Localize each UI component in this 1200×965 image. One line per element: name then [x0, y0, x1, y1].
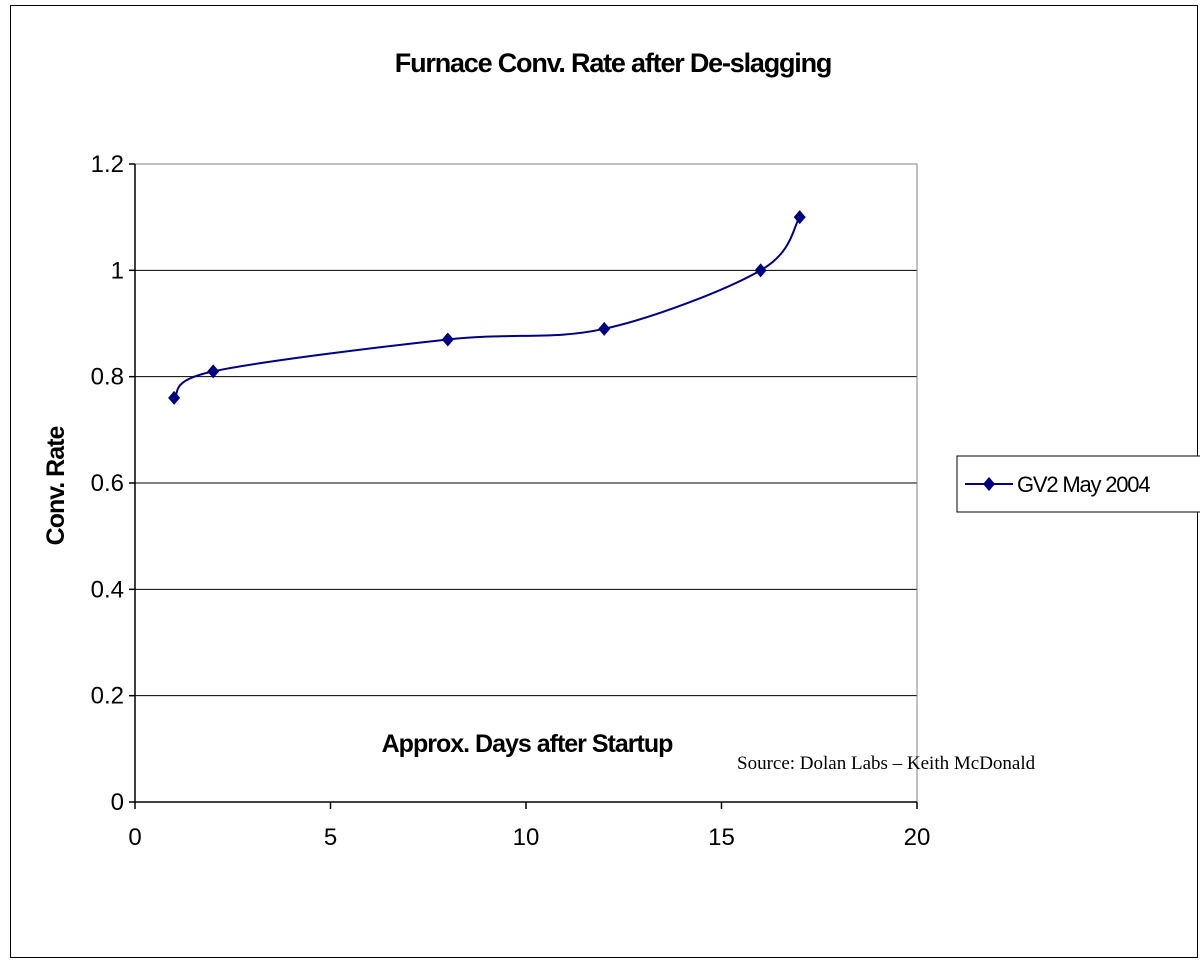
x-tick-label: 0	[128, 824, 141, 851]
chart-title: Furnace Conv. Rate after De-slagging	[395, 48, 831, 78]
legend-label: GV2 May 2004	[1017, 472, 1150, 497]
legend: GV2 May 2004	[956, 455, 1200, 513]
data-point-marker	[441, 332, 454, 347]
source-annotation: Source: Dolan Labs – Keith McDonald	[737, 753, 1036, 774]
y-axis-label: Conv. Rate	[42, 426, 70, 546]
x-tick-label: 15	[708, 824, 735, 851]
x-tick-label: 5	[324, 824, 337, 851]
x-tick-labels: 0 5 10 15 20	[128, 824, 930, 851]
y-tick-label: 0	[111, 789, 124, 816]
data-point-marker	[168, 390, 181, 405]
series-layer	[168, 210, 806, 405]
y-tick-label: 0.8	[91, 364, 124, 391]
data-point-marker	[207, 364, 220, 379]
data-point-marker	[598, 321, 611, 336]
y-tick-label: 1	[111, 257, 124, 284]
x-tick-label: 10	[513, 824, 540, 851]
series-line	[173, 216, 801, 399]
x-tick-label: 20	[904, 824, 931, 851]
data-point-marker	[754, 263, 767, 278]
data-point-marker	[793, 210, 806, 225]
axes	[129, 163, 918, 809]
y-tick-label: 0.6	[91, 470, 124, 497]
y-tick-labels: 0 0.2 0.4 0.6 0.8 1 1.2	[91, 151, 124, 816]
x-axis-label: Approx. Days after Startup	[382, 730, 673, 758]
legend-diamond-marker	[983, 477, 995, 491]
y-tick-label: 1.2	[91, 151, 124, 178]
y-tick-label: 0.2	[91, 683, 124, 710]
y-tick-label: 0.4	[91, 576, 124, 603]
gridlines	[135, 269, 917, 697]
